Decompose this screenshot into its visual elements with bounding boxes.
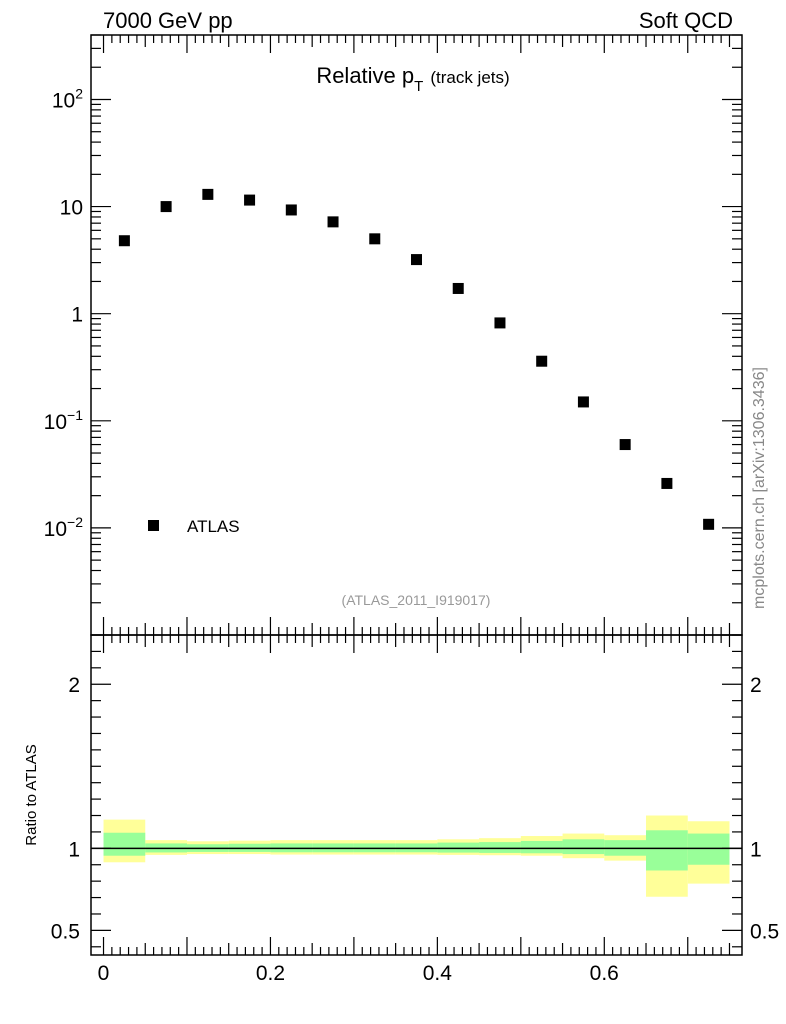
main-y-tick-label: 10−2 <box>44 514 84 541</box>
category-label: Soft QCD <box>639 8 733 33</box>
main-y-tick-label: 10−1 <box>44 407 84 434</box>
x-tick-labels: 0 0.2 0.4 0.6 <box>98 962 619 985</box>
data-point <box>327 216 339 228</box>
ratio-y-axis-label: Ratio to ATLAS <box>23 744 40 845</box>
x-tick-label: 0 <box>98 962 110 985</box>
uncertainty-band-bin <box>520 840 563 854</box>
ratio-y-tick-label-left: 1 <box>68 838 80 861</box>
energy-label: 7000 GeV pp <box>103 8 233 33</box>
plot-title-suffix: (track jets) <box>430 68 509 87</box>
uncertainty-band-bin <box>687 833 730 865</box>
uncertainty-band-bin <box>562 839 605 855</box>
uncertainty-band-bin <box>646 830 688 871</box>
main-y-tick-label: 1 <box>71 304 83 327</box>
data-point <box>536 355 548 367</box>
source-label: mcplots.cern.ch [arXiv:1306.3436] <box>751 367 768 609</box>
atlas-data-points <box>118 188 715 530</box>
data-point <box>703 518 715 530</box>
main-y-ticks <box>91 34 742 636</box>
data-point <box>411 254 422 266</box>
main-plot-frame <box>90 34 743 636</box>
ratio-y-tick-label-left: 0.5 <box>51 920 80 943</box>
uncertainty-band-bin <box>103 832 146 856</box>
data-point <box>202 188 214 200</box>
data-point <box>160 201 172 213</box>
data-point <box>494 317 506 329</box>
data-point <box>577 396 589 408</box>
ratio-plot-panel: 0.5 0.5 1 1 2 2 0 0.2 0.4 0.6 Ratio to ATLAS <box>23 634 779 985</box>
analysis-label: (ATLAS_2011_I919017) <box>342 592 491 608</box>
data-point <box>369 233 381 245</box>
plot-title-subscript: T <box>414 78 423 95</box>
ratio-uncertainty-bands <box>103 815 730 897</box>
ratio-plot-frame <box>90 634 743 956</box>
x-tick-label: 0.6 <box>590 962 619 985</box>
ratio-ticks <box>91 634 742 955</box>
legend-marker <box>148 520 159 531</box>
ratio-y-tick-label-right: 0.5 <box>750 920 779 943</box>
data-point <box>244 194 256 206</box>
data-point <box>285 204 297 216</box>
ratio-y-tick-label-right: 2 <box>750 674 762 697</box>
data-point <box>661 477 673 489</box>
main-plot-panel: Relative pT (track jets) 102 10 1 10−1 10−2 A… <box>44 34 743 636</box>
data-point <box>452 282 464 294</box>
uncertainty-band-bin <box>479 842 521 853</box>
ratio-y-tick-label-right: 1 <box>750 838 762 861</box>
main-y-tick-label: 102 <box>52 85 83 112</box>
legend-label: ATLAS <box>187 517 240 536</box>
plot-title: Relative pT (track jets) <box>316 63 509 95</box>
main-y-tick-labels: 102 10 1 10−1 10−2 <box>44 85 84 540</box>
ratio-y-tick-labels: 0.5 0.5 1 1 2 2 <box>51 674 779 943</box>
plot-title-main: Relative p <box>316 63 414 88</box>
x-tick-label: 0.2 <box>256 962 285 985</box>
main-y-tick-label: 10 <box>60 197 83 220</box>
x-tick-label: 0.4 <box>423 962 453 985</box>
ratio-y-tick-label-left: 2 <box>68 674 80 697</box>
data-point <box>118 235 130 247</box>
data-point <box>619 439 631 451</box>
